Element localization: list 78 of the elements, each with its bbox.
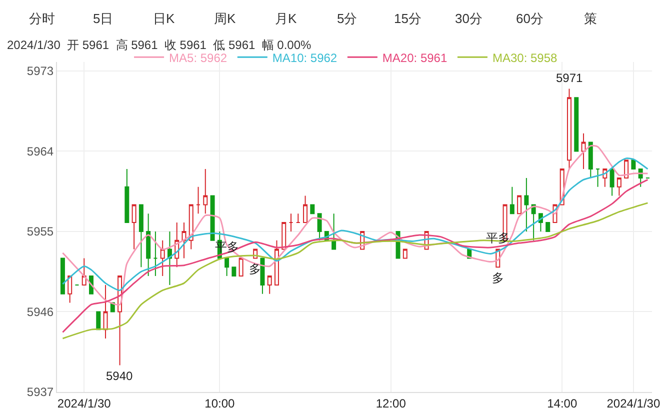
candlestick [517,195,522,214]
candlestick [153,230,158,277]
candlestick [167,230,172,286]
candlestick [224,258,230,277]
line-series [62,178,648,333]
text: 5分 [337,11,358,26]
text: 月K [275,11,297,26]
candlestick [238,258,244,277]
candlestick [317,213,322,241]
annotation: 多 [492,271,504,285]
candlestick [274,240,279,286]
text: 15分 [394,11,422,26]
candlestick [132,204,136,250]
line-series [62,202,648,340]
annotation: 5940 [106,369,134,383]
legend-label: MA10: 5962 [272,50,338,65]
text: 策 [584,11,597,26]
chart-subtitle: 2024/1/30 开 5961 高 5961 收 5961 低 5961 幅 0.00% [7,38,312,52]
y-tick-label: 5946 [26,304,54,319]
candlestick [160,240,165,277]
candlestick [146,213,151,277]
text: 30分 [455,11,482,26]
y-tick-label: 5937 [26,385,54,400]
candlestick [310,204,315,214]
candlestick [296,213,300,224]
y-tick-label: 5964 [26,144,54,158]
line-series [62,144,648,306]
candlestick [196,186,201,214]
candlestick [96,311,101,330]
candlestick [267,276,272,294]
legend-label: MA30: 5958 [492,50,558,65]
y-tick-label: 5973 [26,64,54,78]
x-tick-label: 14:00 [547,396,578,410]
text: 日K [153,11,175,26]
candlestick [588,142,593,178]
candlestick [546,222,550,232]
text: 周K [214,11,236,26]
candlestick [232,266,236,277]
candlestick [510,186,514,214]
candlestick [574,97,579,152]
candlestick [210,195,215,241]
candlestick [188,204,194,250]
text: 60分 [516,11,544,26]
candlestick [282,222,286,250]
annotation: 多 [249,262,261,276]
candlestick [524,177,529,232]
candlestick [124,168,130,224]
candlestick [402,248,408,259]
candlestick [631,160,636,170]
text: 分时 [29,11,55,26]
x-tick-label: 10:00 [204,396,235,410]
candlestick [610,168,614,196]
candlestick [103,284,108,339]
candlestick [596,168,600,188]
x-tick-label: 12:00 [376,396,406,410]
candlestick [82,258,86,286]
x-tick-label: 2024/1/30 [57,396,112,410]
candlestick [616,177,622,196]
candlestick [68,276,72,304]
legend-label: MA20: 5961 [382,50,448,65]
candlestick [138,204,144,268]
x-tick-label: 2024/1/30 [606,396,660,410]
y-tick-label: 5955 [26,224,54,239]
candlestick [624,160,629,178]
candlestick [60,258,65,294]
text: 5日 [93,11,114,26]
candlestick [260,258,265,294]
line-series [62,158,648,292]
candlestick [566,88,572,170]
candlestick [288,213,294,232]
candlestick [203,168,208,214]
candlestick [303,195,308,224]
legend-label: MA5: 5962 [169,50,228,65]
candlestick [531,204,536,241]
candlestick [581,132,586,170]
annotation: 5971 [556,71,584,85]
candlestick [182,222,186,259]
candlestick [332,213,336,250]
